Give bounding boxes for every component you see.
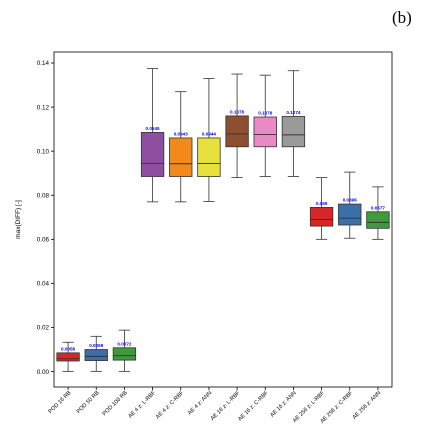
- x-tick-label: POD 50 RB: [76, 390, 101, 415]
- box-body: [253, 116, 277, 148]
- box-1: [56, 341, 80, 372]
- box-11: [338, 171, 362, 239]
- y-tick-label: 0.04: [37, 281, 50, 288]
- box-6: [197, 78, 221, 202]
- median-annotation: 0.0944: [202, 131, 216, 136]
- y-tick-label: 0.08: [37, 192, 50, 199]
- median-annotation: 0.1076: [258, 111, 272, 116]
- x-tick-label: AE 16 z: ANN: [269, 390, 297, 418]
- box-5: [169, 91, 193, 203]
- y-tick-label: 0.10: [37, 148, 50, 155]
- box-body: [281, 115, 306, 148]
- x-tick-label: POD 100 RB: [102, 390, 129, 417]
- box-9: [281, 70, 306, 177]
- panel-label: (b): [392, 8, 412, 27]
- box-body: [84, 349, 108, 361]
- median-annotation: 0.0945: [146, 126, 160, 131]
- box-body: [169, 137, 193, 177]
- box-body: [366, 211, 390, 229]
- median-annotation: 0.0072: [117, 341, 131, 346]
- box-4: [140, 68, 165, 203]
- y-tick-label: 0.02: [37, 325, 50, 332]
- x-tick-label: AE 16 z: C-RBF: [237, 390, 270, 423]
- x-tick-label: AE 4 z: ANN: [187, 390, 213, 416]
- box-7: [225, 73, 249, 179]
- x-tick-label: AE 256 z: ANN: [352, 390, 383, 421]
- box-2: [84, 335, 108, 372]
- median-annotation: 0.0677: [371, 205, 385, 210]
- box-12: [366, 186, 390, 240]
- y-axis-label: max(DIFF) [-]: [15, 200, 22, 239]
- median-annotation: 0.0943: [174, 131, 188, 136]
- x-tick-label: POD 16 RB: [48, 390, 73, 415]
- median-annotation: 0.0696: [343, 198, 357, 203]
- box-body: [112, 347, 137, 361]
- median-annotation: 0.0069: [89, 343, 103, 348]
- box-body: [338, 203, 362, 226]
- y-tick-label: 0.12: [37, 104, 50, 111]
- y-tick-label: 0.00: [37, 369, 50, 376]
- x-tick-label: AE 4 z: C-RBF: [155, 390, 186, 421]
- box-3: [112, 329, 137, 372]
- median-annotation: 0.1078: [230, 109, 244, 114]
- y-tick-label: 0.14: [37, 60, 50, 67]
- x-tick-label: AE 16 z: L-RBF: [210, 390, 242, 422]
- box-body: [56, 352, 80, 362]
- box-body: [309, 206, 334, 227]
- boxes-layer: [56, 68, 390, 372]
- box-body: [225, 115, 249, 148]
- box-10: [309, 177, 334, 240]
- plot-frame: [53, 51, 393, 388]
- box-body: [197, 137, 221, 177]
- y-tick-label: 0.06: [37, 237, 50, 244]
- y-axis: 0.00 0.02 0.04 0.06 0.08 0.10 0.12 0.14: [37, 60, 54, 376]
- annotations-layer: 0.0058 0.0069 0.0072 0.0945 0.0943 0.0944 0.10…: [61, 109, 385, 351]
- box-8: [253, 74, 277, 177]
- median-annotation: 0.0058: [61, 346, 75, 351]
- x-tick-label: AE 4 z: L-RBF: [127, 390, 157, 420]
- median-annotation: 0.1074: [286, 110, 300, 115]
- box-body: [140, 132, 165, 177]
- median-annotation: 0.069: [316, 201, 328, 206]
